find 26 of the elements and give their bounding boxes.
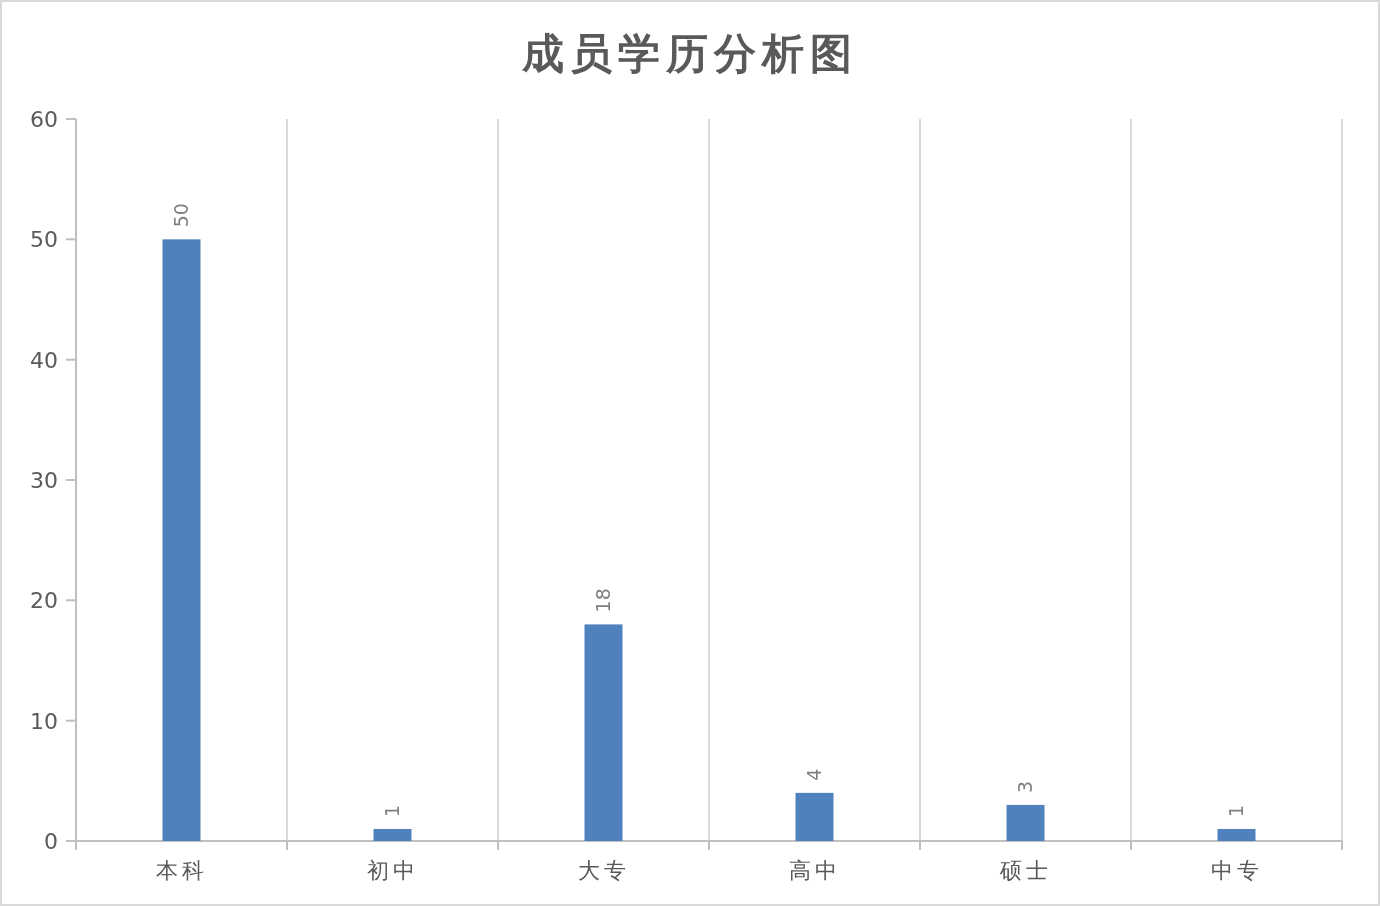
x-tick-label: 本科 xyxy=(155,858,208,883)
data-label: 18 xyxy=(592,588,615,613)
y-tick-label: 10 xyxy=(30,708,58,734)
x-tick-label: 初中 xyxy=(366,858,419,883)
x-tick-label: 高中 xyxy=(788,858,841,883)
y-tick-label: 40 xyxy=(30,347,58,373)
data-label: 1 xyxy=(1225,804,1248,817)
data-label: 3 xyxy=(1014,780,1037,793)
y-tick-label: 50 xyxy=(30,227,58,253)
x-tick-label: 中专 xyxy=(1210,858,1263,883)
bar xyxy=(373,828,412,841)
y-tick-label: 0 xyxy=(44,829,58,854)
data-label: 1 xyxy=(381,804,404,817)
data-label: 4 xyxy=(803,768,826,781)
bar xyxy=(795,792,834,841)
y-tick-label: 30 xyxy=(30,468,58,493)
y-tick-label: 60 xyxy=(30,107,58,132)
y-tick-label: 20 xyxy=(30,588,58,614)
data-label: 50 xyxy=(170,203,193,228)
x-tick-label: 硕士 xyxy=(998,858,1052,883)
bar xyxy=(584,624,623,841)
bar xyxy=(1006,804,1045,841)
x-tick-label: 大专 xyxy=(577,858,630,883)
bar xyxy=(1217,828,1256,841)
bar xyxy=(162,239,201,841)
chart-title: 成员学历分析图 xyxy=(521,29,858,78)
